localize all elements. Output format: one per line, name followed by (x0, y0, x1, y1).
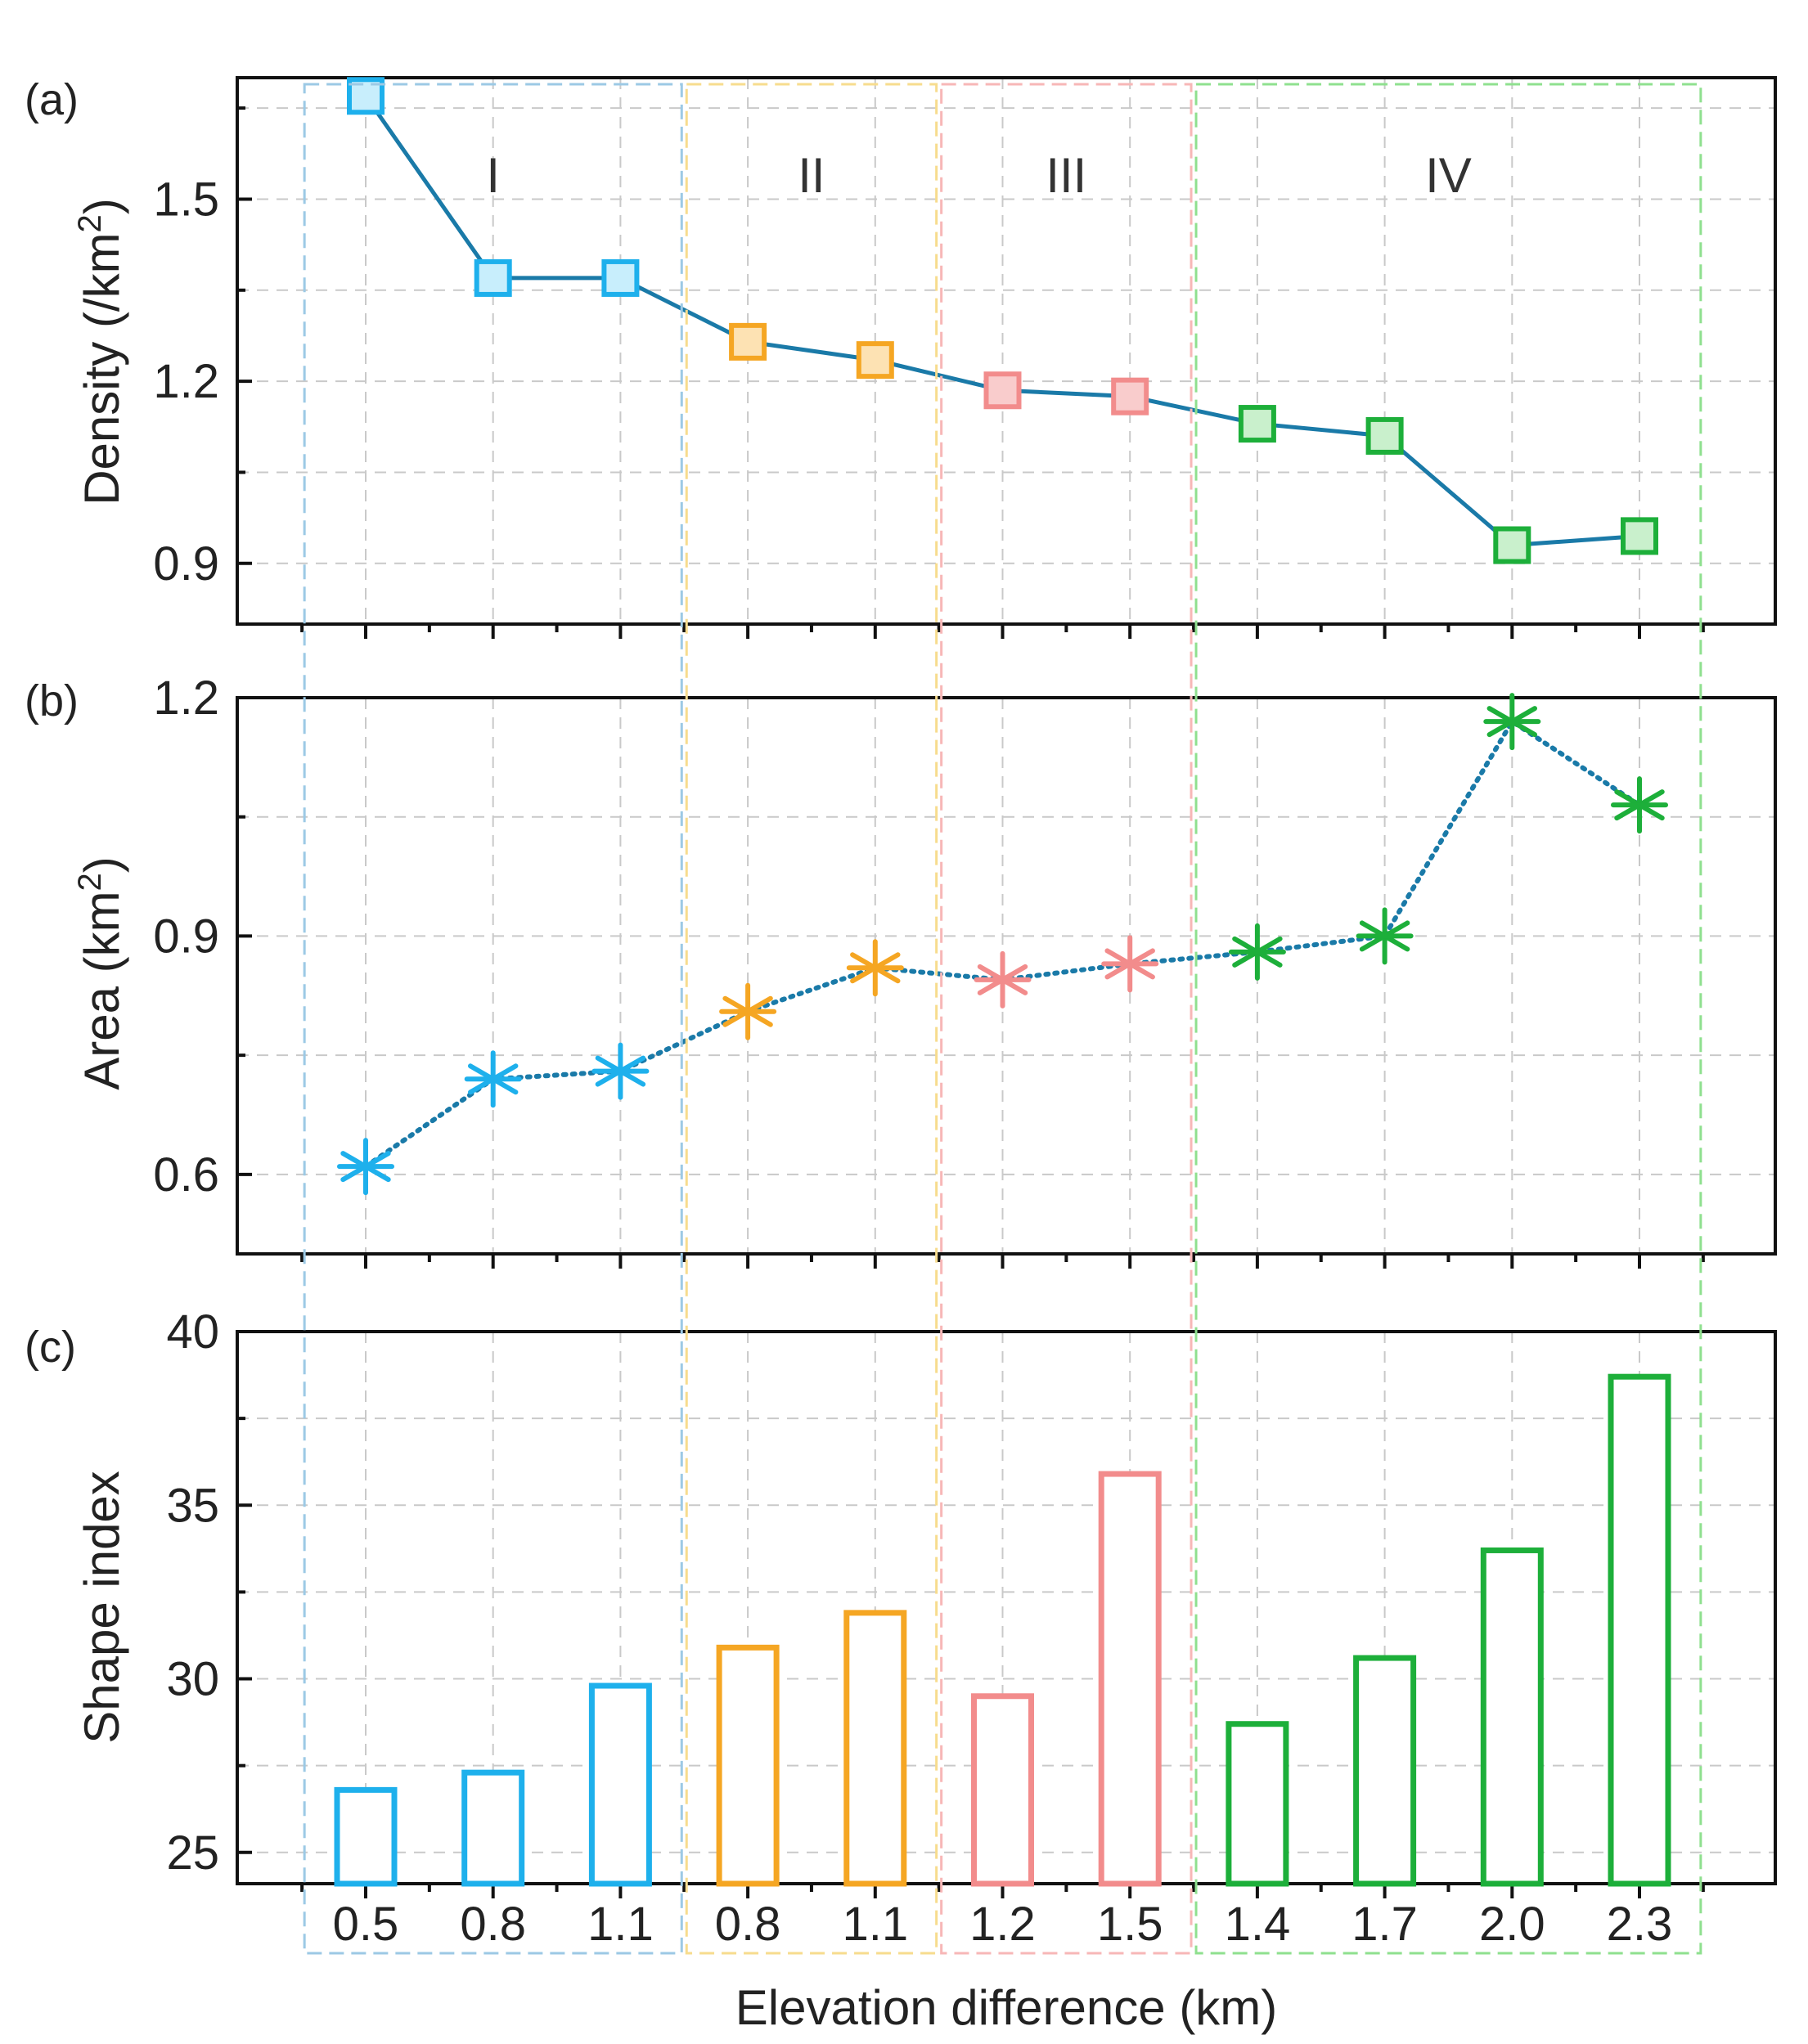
panel-a-frame (236, 76, 1777, 626)
group-label-II: II (798, 148, 825, 203)
density-point (1365, 416, 1404, 455)
density-point (729, 322, 767, 361)
y-tick-label: 1.2 (153, 355, 219, 408)
area-point (591, 1042, 650, 1100)
group-label-IV: IV (1425, 148, 1472, 203)
x-tick-label: 1.4 (1225, 1898, 1291, 1951)
group-boxes (303, 83, 1702, 1955)
x-tick-label: 2.3 (1607, 1898, 1673, 1951)
group-label-III: III (1046, 148, 1086, 203)
panel-b-y-axis-title: Area (km2) (72, 856, 129, 1090)
y-tick-label: 1.5 (153, 173, 219, 226)
panel-b-frame (236, 696, 1777, 1256)
density-point (1493, 526, 1531, 564)
shape-index-bar (1353, 1655, 1417, 1887)
x-axis-title: Elevation difference (km) (735, 1980, 1278, 2035)
shape-index-bar (334, 1786, 398, 1887)
density-point (1621, 517, 1658, 555)
panel-b-ylabel-sup: 2 (72, 873, 108, 891)
panel-a-ticks: 0.9 1.2 1.5 (153, 106, 1705, 639)
panel-a: 0.9 1.2 1.5 (a) Density (/km2) (25, 75, 1777, 639)
x-tick-label: 0.8 (715, 1898, 781, 1951)
y-tick-label: 1.2 (153, 672, 219, 725)
panel-c: 25 30 35 40 (c) Shape index 0.5 0.8 1.1 0.8 1.1… (25, 1305, 1777, 2035)
area-point (974, 950, 1032, 1009)
shape-index-bar (1480, 1547, 1544, 1887)
x-tick-label: 1.2 (969, 1898, 1036, 1951)
group-label-I: I (486, 148, 500, 203)
density-point (601, 258, 640, 297)
shape-index-bar (716, 1644, 780, 1887)
density-point (856, 341, 894, 380)
shape-index-bar (1226, 1721, 1289, 1887)
y-tick-label: 0.9 (153, 910, 219, 963)
group-box-I (303, 83, 683, 1955)
x-tick-label: 1.5 (1097, 1898, 1163, 1951)
shape-index-bar (971, 1693, 1034, 1887)
shape-index-bar (843, 1610, 907, 1887)
panel-c-series (334, 1373, 1671, 1887)
x-tick-labels: 0.5 0.8 1.1 0.8 1.1 1.2 1.5 1.4 1.7 2.0 2.3 (333, 1898, 1673, 1951)
panel-b-ticks: 0.6 0.9 1.2 (153, 672, 1705, 1269)
panel-a-label: (a) (25, 75, 79, 124)
y-tick-label: 25 (166, 1826, 219, 1880)
area-point (1483, 693, 1541, 751)
area-point (1228, 923, 1286, 981)
group-box-IV (1194, 83, 1702, 1955)
area-point (1356, 907, 1414, 965)
shape-index-bar (461, 1769, 525, 1887)
panel-c-label: (c) (25, 1323, 76, 1372)
area-point (1611, 776, 1668, 834)
group-labels: I II III IV (486, 148, 1471, 203)
y-tick-label: 30 (166, 1653, 219, 1706)
x-tick-label: 1.1 (842, 1898, 908, 1951)
area-point (1101, 935, 1159, 993)
panel-b: 0.6 0.9 1.2 (b) Area (km2) (25, 672, 1777, 1269)
area-point (464, 1050, 522, 1108)
x-tick-label: 1.7 (1352, 1898, 1418, 1951)
shape-index-bar (588, 1682, 652, 1887)
panel-a-ylabel-main: Density (/km (74, 232, 129, 505)
area-point (846, 939, 904, 997)
panel-c-y-axis-title: Shape index (74, 1471, 129, 1744)
x-tick-label: 0.8 (460, 1898, 526, 1951)
density-point (474, 258, 512, 297)
panel-a-ylabel-sup: 2 (72, 214, 108, 232)
density-point (983, 371, 1022, 410)
x-tick-label: 1.1 (587, 1898, 654, 1951)
panel-b-series (337, 693, 1668, 1196)
density-point (1111, 377, 1149, 416)
panel-c-ticks: 25 30 35 40 (166, 1305, 1705, 1898)
x-tick-label: 2.0 (1479, 1898, 1545, 1951)
y-tick-label: 40 (166, 1305, 219, 1359)
panel-b-ylabel-main: Area (km (74, 891, 129, 1089)
panel-a-series (347, 77, 1658, 564)
density-point (1238, 405, 1276, 443)
group-box-II (685, 83, 938, 1955)
shape-index-bar (1608, 1373, 1671, 1887)
shape-index-bar (1098, 1471, 1162, 1887)
group-box-III (940, 83, 1193, 1955)
density-point (347, 77, 385, 115)
area-point (719, 982, 777, 1040)
y-tick-label: 35 (166, 1479, 219, 1532)
x-tick-label: 0.5 (333, 1898, 399, 1951)
y-tick-label: 0.9 (153, 537, 219, 591)
panel-a-ylabel-tail: ) (74, 198, 129, 214)
panel-b-ylabel-tail: ) (74, 856, 129, 873)
panel-a-y-axis-title: Density (/km2) (72, 198, 129, 505)
panel-b-label: (b) (25, 676, 79, 726)
area-point (337, 1138, 394, 1196)
y-tick-label: 0.6 (153, 1148, 219, 1202)
